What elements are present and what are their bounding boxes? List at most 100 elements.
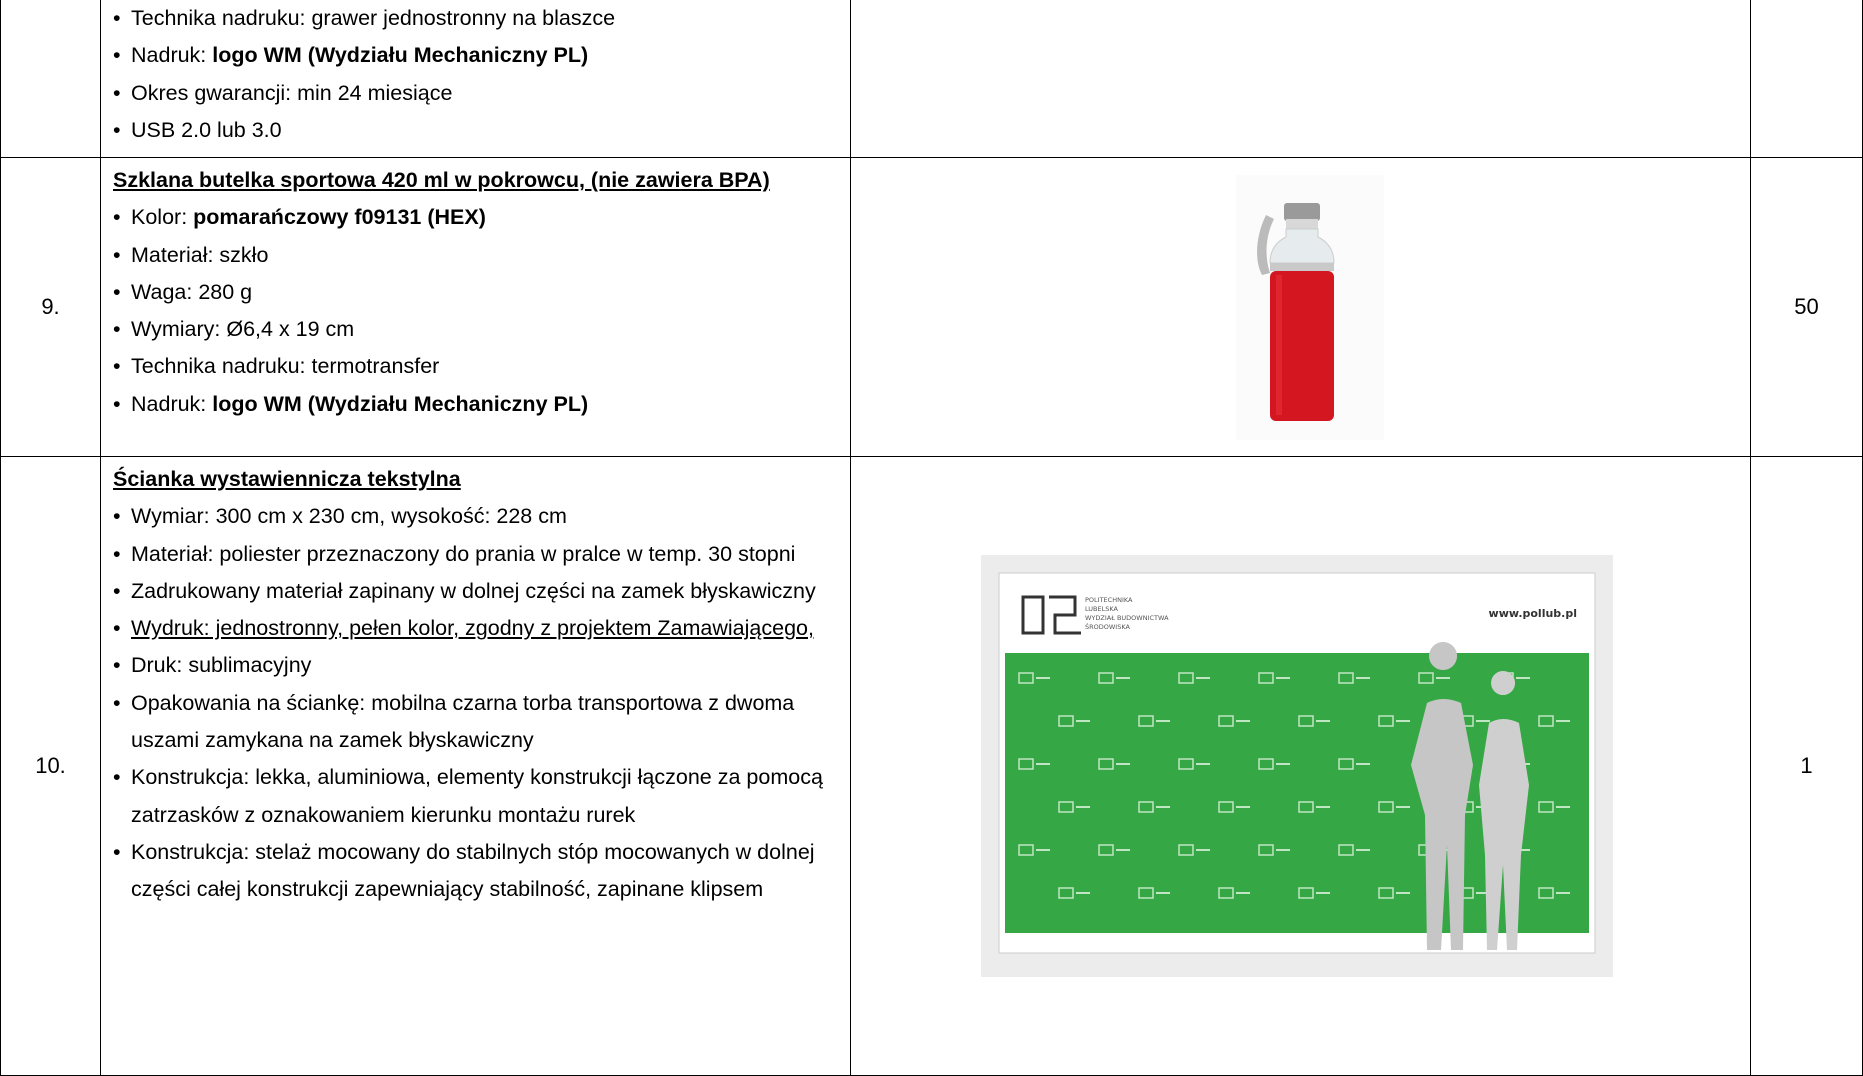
wall-shape — [1058, 887, 1074, 899]
wall-shape — [1436, 677, 1450, 679]
wall-shape — [1058, 715, 1074, 727]
text-part: Materiał: szkło — [131, 242, 269, 267]
wall-shape — [1378, 887, 1394, 899]
wall-shape — [1396, 806, 1410, 808]
text-part: Wymiary: Ø6,4 x 19 cm — [131, 317, 355, 342]
wall-shape — [1396, 720, 1410, 722]
wall-shape — [1058, 801, 1074, 813]
wall-shape — [1098, 672, 1114, 684]
wall-text: ŚRODOWISKA — [1085, 622, 1130, 631]
wall-shape — [1418, 672, 1434, 684]
bullet-item: Wymiar: 300 cm x 230 cm, wysokość: 228 c… — [113, 498, 840, 536]
bottle-image — [1236, 175, 1384, 440]
wall-shape — [1538, 887, 1554, 899]
wall-shape — [1556, 892, 1570, 894]
wall-shape — [1196, 849, 1210, 851]
wall-shape — [1276, 677, 1290, 679]
wall-shape — [1138, 801, 1154, 813]
wall-shape — [1276, 849, 1290, 851]
bullet-item: Wydruk: jednostronny, pełen kolor, zgodn… — [113, 610, 840, 648]
wall-text: POLITECHNIKA — [1085, 596, 1133, 604]
bullet-item: Konstrukcja: stelaż mocowany do stabilny… — [113, 834, 840, 909]
bullet-item: Wymiary: Ø6,4 x 19 cm — [113, 311, 840, 349]
text-part: Nadruk: — [131, 391, 213, 416]
wall-shape — [1178, 672, 1194, 684]
wall-shape — [1138, 715, 1154, 727]
description: Szklana butelka sportowa 420 ml w pokrow… — [101, 158, 851, 457]
quantity: 1 — [1751, 457, 1863, 1076]
item-title: Ścianka wystawiennicza tekstylna — [113, 467, 461, 491]
bullet-item: Technika nadruku: termotransfer — [113, 348, 840, 386]
wall-shape — [1556, 720, 1570, 722]
wall-shape — [1479, 671, 1529, 950]
wall-shape — [1396, 892, 1410, 894]
wall-shape — [1018, 844, 1034, 856]
image-cell — [851, 158, 1751, 457]
wall-text: LUBELSKA — [1085, 605, 1119, 613]
wall-shape — [1218, 715, 1234, 727]
text-part: logo WM (Wydziału Mechaniczny PL) — [212, 43, 589, 68]
text-part: Zadrukowany materiał zapinany w dolnej c… — [131, 578, 816, 603]
wall-shape — [1516, 849, 1530, 851]
text-part: Druk: sublimacyjny — [131, 653, 312, 678]
wall-shape — [1258, 758, 1274, 770]
wall-shape — [1298, 801, 1314, 813]
text-part: Okres gwarancji: min 24 miesiące — [131, 80, 453, 105]
wall-shape — [1258, 672, 1274, 684]
wall-shape — [1538, 801, 1554, 813]
wall-shape — [1356, 849, 1370, 851]
text-part: Opakowania na ściankę: mobilna czarna to… — [131, 690, 795, 753]
bullet-item: Okres gwarancji: min 24 miesiące — [113, 75, 840, 113]
wall-shape — [1116, 849, 1130, 851]
text-part: USB 2.0 lub 3.0 — [131, 117, 282, 142]
wall-shape — [1356, 763, 1370, 765]
number: 10. — [35, 753, 66, 778]
qty: 50 — [1794, 294, 1819, 319]
bullet-item: Konstrukcja: lekka, aluminiowa, elementy… — [113, 759, 840, 834]
wall-shape — [1411, 642, 1473, 950]
wall-shape — [1178, 758, 1194, 770]
wall-shape — [1476, 720, 1490, 722]
wall-shape — [1218, 887, 1234, 899]
image-cell — [851, 0, 1751, 158]
wall-shape — [1236, 806, 1250, 808]
text-part: Nadruk: — [131, 43, 213, 68]
wall-shape — [1338, 758, 1354, 770]
text-part: Materiał: poliester przeznaczony do pran… — [131, 541, 796, 566]
wall-shape — [1236, 720, 1250, 722]
wall-shape — [1178, 844, 1194, 856]
wall-shape — [1218, 801, 1234, 813]
wall-shape — [1098, 758, 1114, 770]
wall-shape — [1098, 844, 1114, 856]
wall-shape — [1156, 892, 1170, 894]
wall-shape — [1516, 677, 1530, 679]
wall-shape — [1036, 677, 1050, 679]
text-part: Kolor: — [131, 205, 194, 230]
wall-shape — [1378, 715, 1394, 727]
row-number: 10. — [0, 457, 101, 1076]
wall-shape — [1316, 720, 1330, 722]
wall-shape — [1276, 763, 1290, 765]
quantity: 50 — [1751, 158, 1863, 457]
text-part: Wydruk: jednostronny, pełen kolor, zgodn… — [131, 616, 814, 641]
text-part: pomarańczowy f09131 (HEX) — [193, 205, 486, 230]
wall-shape — [1196, 677, 1210, 679]
wall-shape — [1076, 806, 1090, 808]
row-number: 9. — [0, 158, 101, 457]
text-part: Konstrukcja: stelaż mocowany do stabilny… — [131, 839, 815, 902]
wall-shape — [1036, 849, 1050, 851]
text-part: Technika nadruku: grawer jednostronny na… — [131, 6, 616, 30]
bullet-item: Materiał: szkło — [113, 237, 840, 275]
wall-shape — [1316, 806, 1330, 808]
bullet-item: Opakowania na ściankę: mobilna czarna to… — [113, 685, 840, 760]
bullet-item: Waga: 280 g — [113, 274, 840, 312]
wall-shape — [1036, 763, 1050, 765]
wall-shape — [1236, 892, 1250, 894]
text-part: logo WM (Wydziału Mechaniczny PL) — [212, 391, 589, 416]
number: 9. — [41, 294, 60, 319]
wall-text: WYDZIAŁ BUDOWNICTWA — [1085, 614, 1169, 622]
bullet-item: Druk: sublimacyjny — [113, 647, 840, 685]
description: Technika nadruku: grawer jednostronny na… — [101, 0, 851, 158]
wall-shape — [1338, 844, 1354, 856]
